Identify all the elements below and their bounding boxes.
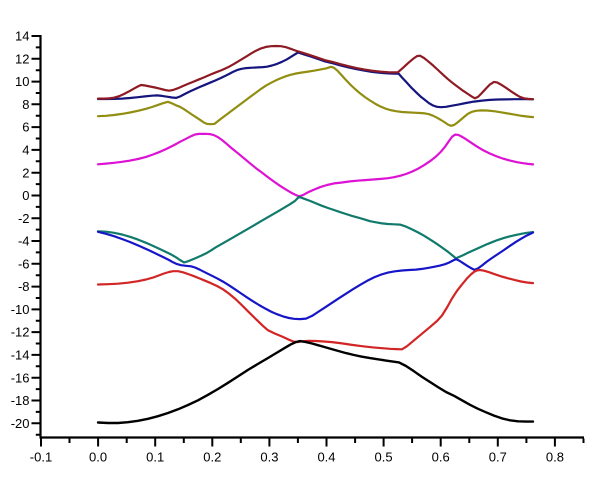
- svg-text:0.4: 0.4: [317, 450, 335, 465]
- svg-text:-12: -12: [11, 325, 30, 340]
- svg-text:-14: -14: [11, 348, 30, 363]
- svg-text:4: 4: [22, 143, 29, 158]
- svg-text:0.6: 0.6: [432, 450, 450, 465]
- svg-text:0: 0: [22, 188, 29, 203]
- svg-text:14: 14: [15, 29, 29, 44]
- svg-text:8: 8: [22, 97, 29, 112]
- svg-text:0.0: 0.0: [89, 450, 107, 465]
- svg-text:-0.1: -0.1: [30, 450, 52, 465]
- svg-text:0.3: 0.3: [260, 450, 278, 465]
- svg-text:-6: -6: [18, 256, 30, 271]
- svg-text:-20: -20: [11, 416, 30, 431]
- svg-text:-4: -4: [18, 234, 30, 249]
- svg-text:-8: -8: [18, 279, 30, 294]
- svg-text:12: 12: [15, 51, 29, 66]
- svg-text:0.1: 0.1: [146, 450, 164, 465]
- svg-text:-18: -18: [11, 393, 30, 408]
- svg-text:10: 10: [15, 74, 29, 89]
- svg-text:0.8: 0.8: [546, 450, 564, 465]
- svg-text:6: 6: [22, 120, 29, 135]
- svg-text:0.7: 0.7: [489, 450, 507, 465]
- svg-text:-2: -2: [18, 211, 30, 226]
- svg-text:-16: -16: [11, 370, 30, 385]
- svg-text:-10: -10: [11, 302, 30, 317]
- svg-text:0.5: 0.5: [375, 450, 393, 465]
- svg-text:0.2: 0.2: [203, 450, 221, 465]
- svg-text:2: 2: [22, 165, 29, 180]
